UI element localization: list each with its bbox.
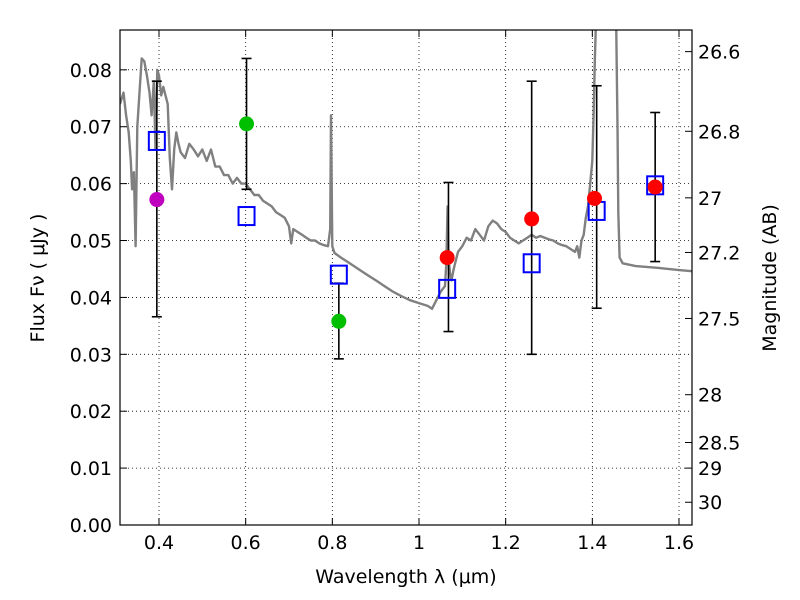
right-tick-label: 29 — [698, 458, 722, 480]
sed-template-line — [120, 30, 692, 310]
x-tick-label: 1.6 — [664, 532, 694, 554]
y-tick-label: 0.02 — [70, 401, 112, 423]
right-tick-label: 28 — [698, 385, 722, 407]
y-tick-label: 0.06 — [70, 174, 112, 196]
plot-frame — [119, 29, 693, 526]
x-tick-label: 1 — [413, 532, 425, 554]
x-axis-label: Wavelength λ (μm) — [315, 566, 496, 588]
model-square — [438, 278, 457, 299]
observed-point — [524, 211, 540, 227]
grid-lines — [120, 30, 692, 526]
observed-flux-points — [149, 116, 663, 329]
right-tick-label: 27.5 — [698, 308, 740, 330]
right-tick-label: 27.2 — [698, 242, 740, 264]
sed-template-curve — [120, 30, 692, 310]
observed-point — [439, 250, 455, 266]
right-axis-label: Magnitude (AB) — [759, 204, 781, 352]
right-tick-label: 27 — [698, 188, 722, 210]
right-tick-label: 26.8 — [698, 121, 740, 143]
right-axis-ticks: 26.6 26.8 27 27.2 27.5 28 28.5 29 30 — [685, 42, 740, 514]
model-square — [237, 206, 256, 227]
y-tick-label: 0.00 — [70, 515, 112, 537]
observed-point — [647, 179, 663, 195]
model-square — [147, 130, 166, 151]
right-tick-label: 30 — [698, 492, 722, 514]
observed-point — [149, 192, 165, 208]
y-tick-label: 0.07 — [70, 117, 112, 139]
observed-point — [331, 313, 347, 329]
y-tick-label: 0.01 — [70, 458, 112, 480]
y-axis-label: Flux Fν ( μJy ) — [27, 214, 49, 343]
x-tick-label: 0.4 — [144, 532, 174, 554]
right-tick-label: 26.6 — [698, 42, 740, 64]
x-tick-label: 1.2 — [491, 532, 521, 554]
x-tick-label: 1.4 — [577, 532, 607, 554]
observed-point — [587, 190, 602, 206]
x-axis-ticks: 0.4 0.6 0.8 1 1.2 1.4 1.6 — [144, 30, 694, 554]
y-axis-ticks: 0.00 0.01 0.02 0.03 0.04 0.05 0.06 0.07 0.08 — [70, 60, 127, 537]
error-bars — [151, 57, 661, 360]
model-flux-points — [147, 130, 665, 299]
model-square — [329, 264, 348, 285]
x-tick-label: 0.6 — [231, 532, 261, 554]
right-tick-label: 28.5 — [698, 433, 740, 455]
y-tick-label: 0.04 — [70, 287, 112, 309]
observed-point — [239, 116, 255, 132]
x-tick-label: 0.8 — [317, 532, 347, 554]
y-tick-label: 0.05 — [70, 231, 112, 253]
y-tick-label: 0.03 — [70, 344, 112, 366]
model-square — [522, 253, 541, 274]
y-tick-label: 0.08 — [70, 60, 112, 82]
